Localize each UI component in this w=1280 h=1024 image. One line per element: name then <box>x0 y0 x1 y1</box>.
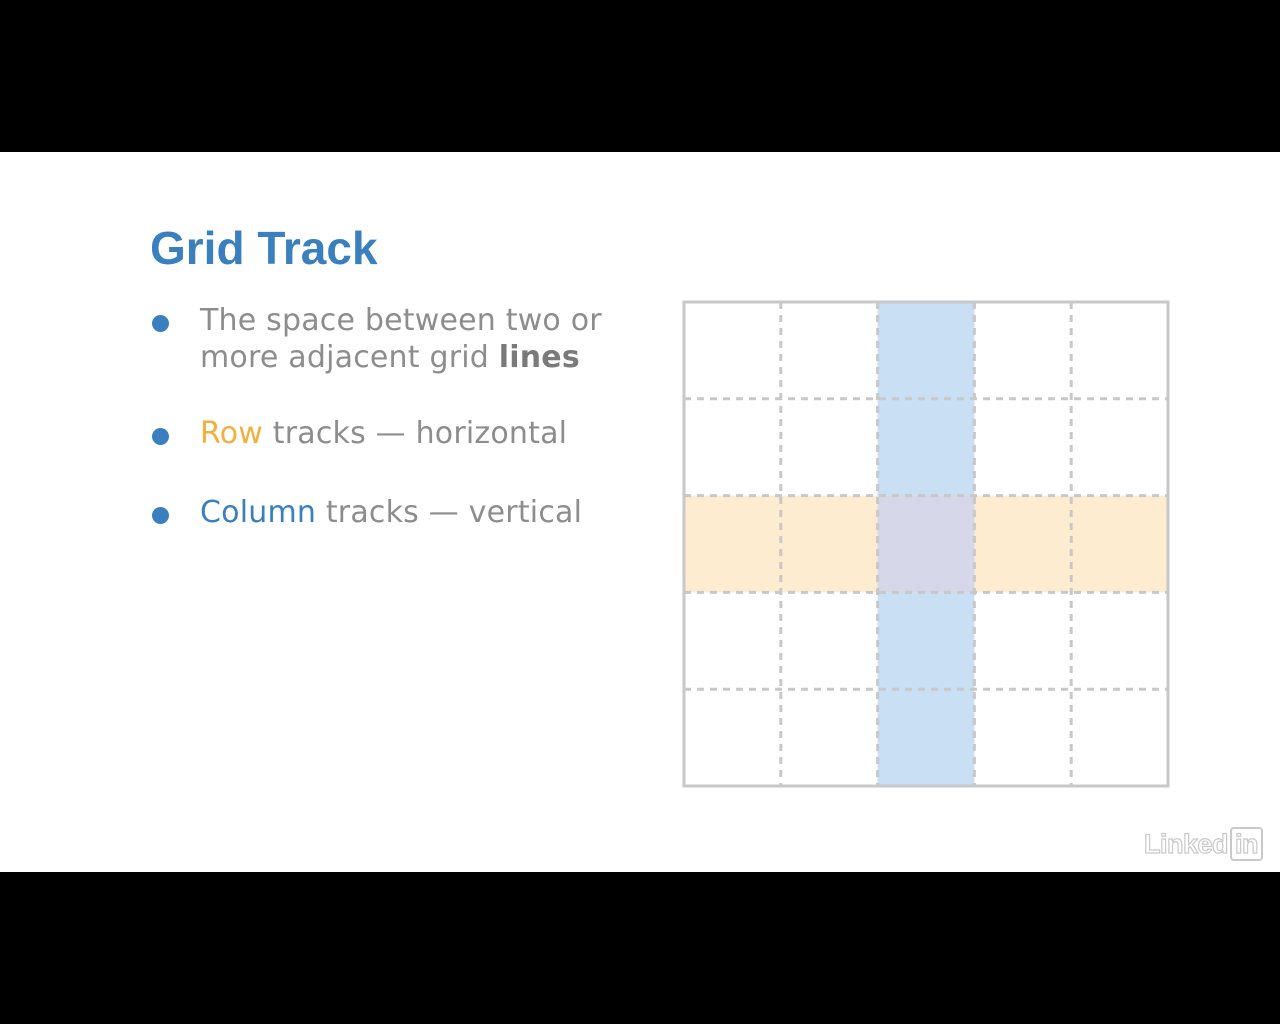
track-intersection-cell <box>877 495 975 593</box>
letterbox-top <box>0 0 1280 152</box>
bullet-row-tracks: Row tracks — horizontal <box>150 415 610 452</box>
bullet-column-tracks: Column tracks — vertical <box>150 494 610 531</box>
bullet-definition-emphasis: lines <box>498 340 580 375</box>
bullet-row-text: tracks — horizontal <box>263 416 568 451</box>
slide-title: Grid Track <box>150 222 378 274</box>
bullet-dot-icon <box>152 315 169 332</box>
bullet-row-highlight: Row <box>200 416 263 451</box>
slide: Grid Track The space between two or more… <box>0 152 1280 872</box>
bullet-list: The space between two or more adjacent g… <box>150 302 610 531</box>
linkedin-logo-box: in <box>1230 827 1264 861</box>
bullet-column-highlight: Column <box>200 495 317 530</box>
grid-container-border <box>682 300 1170 788</box>
grid-track-diagram <box>682 300 1170 788</box>
letterbox-bottom <box>0 872 1280 1024</box>
bullet-dot-icon <box>152 507 169 524</box>
bullet-dot-icon <box>152 428 169 445</box>
linkedin-logo: Linked in <box>1143 827 1264 861</box>
bullet-definition: The space between two or more adjacent g… <box>150 302 610 376</box>
linkedin-logo-text: Linked <box>1143 828 1229 859</box>
bullet-column-text: tracks — vertical <box>316 495 583 530</box>
bullet-definition-text: The space between two or more adjacent g… <box>200 303 602 375</box>
